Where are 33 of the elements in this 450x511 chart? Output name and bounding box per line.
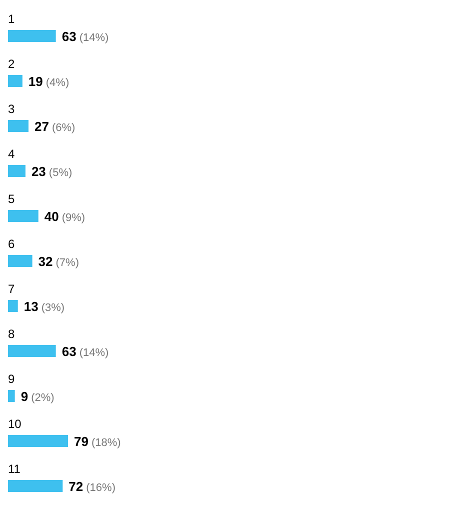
y-tick-label: 7 (8, 282, 15, 296)
y-tick-label: 11 (8, 462, 21, 476)
data-label: 40 (9%) (44, 209, 86, 224)
bar (8, 390, 15, 402)
data-label: 9 (2%) (20, 389, 54, 404)
bar (8, 210, 38, 222)
data-label: 32 (7%) (38, 254, 80, 269)
data-label: 63 (14%) (62, 344, 109, 359)
bar (8, 75, 22, 87)
data-label: 79 (18%) (74, 434, 121, 449)
data-label: 72 (16%) (68, 479, 116, 494)
data-label: 13 (3%) (24, 299, 65, 314)
data-label: 27 (6%) (34, 119, 76, 134)
bar (8, 255, 32, 267)
data-label: 19 (4%) (28, 74, 70, 89)
bar (8, 345, 56, 357)
y-tick-label: 10 (8, 417, 22, 431)
y-tick-label: 6 (8, 237, 15, 251)
y-tick-label: 1 (8, 12, 15, 26)
y-tick-label: 8 (8, 327, 15, 341)
bar (8, 120, 29, 132)
y-tick-label: 4 (8, 147, 15, 161)
y-tick-label: 2 (8, 57, 15, 71)
bar (8, 30, 56, 42)
y-tick-label: 3 (8, 102, 15, 116)
bar (8, 480, 63, 492)
data-label: 23 (5%) (31, 164, 72, 179)
bar (8, 300, 18, 312)
y-tick-label: 9 (8, 372, 15, 386)
data-label: 63 (14%) (62, 29, 109, 44)
bar (8, 435, 68, 447)
y-tick-label: 5 (8, 192, 15, 206)
bar (8, 165, 26, 177)
